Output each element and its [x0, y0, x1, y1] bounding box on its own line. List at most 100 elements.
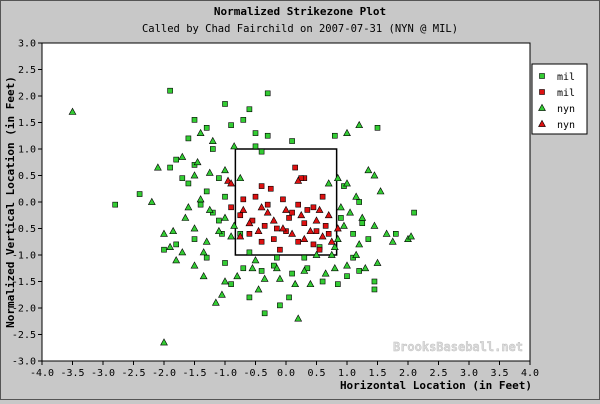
data-point: [190, 224, 199, 232]
x-tick-label: -1.5: [182, 368, 206, 379]
data-point: [246, 294, 253, 301]
data-point: [289, 138, 295, 144]
plot-area: [41, 42, 531, 362]
data-point: [319, 278, 326, 285]
data-point: [264, 201, 271, 208]
data-point: [335, 281, 341, 287]
data-point: [312, 216, 321, 224]
data-point: [193, 158, 202, 166]
data-point: [331, 132, 338, 139]
x-tick-label: -3.5: [60, 368, 84, 379]
data-point: [216, 175, 222, 181]
data-point: [392, 231, 399, 237]
data-point: [237, 212, 244, 219]
data-point: [300, 266, 309, 274]
data-point: [333, 234, 342, 242]
data-point: [236, 173, 245, 182]
legend-swatch: [538, 119, 546, 127]
legend-label: nyn: [557, 120, 575, 131]
data-point: [325, 231, 332, 237]
y-tick-label: 0.5: [18, 171, 36, 182]
data-point: [319, 193, 326, 200]
data-point: [203, 254, 210, 261]
x-tick-label: -4.0: [30, 368, 54, 379]
y-tick-label: -1.5: [12, 277, 36, 288]
data-point: [274, 225, 280, 232]
data-point: [355, 120, 364, 129]
data-point: [258, 148, 265, 155]
x-tick-label: 0.0: [277, 368, 295, 379]
data-point: [196, 195, 205, 203]
legend-label: mil: [557, 88, 575, 99]
data-point: [230, 221, 239, 229]
x-tick-label: 3.5: [490, 368, 508, 379]
y-axis: 3.0 2.5 2.0 1.5 1.0 0.5 0.0 -0.5 -1.0 -1.5 -2.0 -2.…: [12, 39, 42, 368]
data-point: [136, 191, 143, 197]
data-point: [254, 226, 263, 235]
data-point: [371, 286, 378, 293]
data-points: [68, 87, 417, 346]
series-3: [224, 176, 342, 245]
y-tick-label: -2.0: [12, 304, 36, 315]
data-point: [178, 152, 187, 160]
data-point: [365, 236, 372, 242]
data-point: [252, 143, 259, 150]
data-point: [370, 171, 379, 179]
data-point: [277, 246, 283, 253]
x-tick-label: 1.5: [368, 368, 386, 379]
y-tick-label: 1.0: [18, 145, 36, 156]
data-point: [286, 294, 292, 301]
data-point: [344, 273, 350, 280]
data-point: [352, 250, 361, 258]
data-point: [374, 125, 381, 131]
data-point: [295, 238, 302, 245]
data-point: [246, 249, 253, 256]
data-point: [277, 302, 283, 309]
data-point: [269, 216, 278, 224]
x-tick-label: -2.0: [152, 368, 176, 379]
data-point: [173, 241, 179, 248]
chart-subtitle: Called by Chad Fairchild on 2007-07-31 (…: [142, 23, 458, 35]
data-point: [221, 165, 229, 174]
data-point: [407, 232, 415, 240]
x-tick-label: 2.0: [399, 368, 417, 379]
data-point: [289, 270, 295, 277]
legend-swatch: [538, 103, 546, 111]
data-point: [411, 209, 417, 216]
data-point: [321, 269, 330, 277]
data-point: [252, 193, 259, 200]
data-point: [161, 246, 167, 253]
data-point: [297, 211, 306, 219]
data-point: [333, 224, 342, 232]
data-point: [191, 117, 198, 123]
x-tick-label: 0.5: [307, 368, 325, 379]
data-point: [199, 271, 208, 280]
data-point: [202, 237, 211, 245]
x-tick-label: -2.5: [121, 368, 145, 379]
data-point: [221, 213, 229, 221]
data-point: [166, 242, 175, 250]
data-point: [289, 209, 295, 216]
data-point: [306, 279, 315, 288]
data-point: [301, 220, 308, 226]
y-tick-label: -3.0: [12, 357, 36, 368]
data-point: [160, 229, 168, 237]
series-2: [68, 107, 415, 346]
data-point: [291, 279, 300, 288]
data-point: [359, 220, 366, 226]
data-point: [301, 254, 308, 261]
data-point: [288, 229, 297, 237]
data-point: [245, 218, 254, 227]
data-point: [230, 142, 239, 150]
data-point: [322, 223, 329, 229]
data-point: [356, 268, 363, 274]
data-point: [181, 213, 190, 221]
x-tick-label: 2.5: [429, 368, 447, 379]
data-point: [330, 264, 339, 272]
data-point: [356, 199, 363, 205]
data-point: [364, 165, 373, 174]
data-point: [147, 197, 156, 205]
chart-title: Normalized Strikezone Plot: [214, 5, 386, 18]
data-point: [173, 156, 179, 163]
data-point: [318, 232, 327, 240]
